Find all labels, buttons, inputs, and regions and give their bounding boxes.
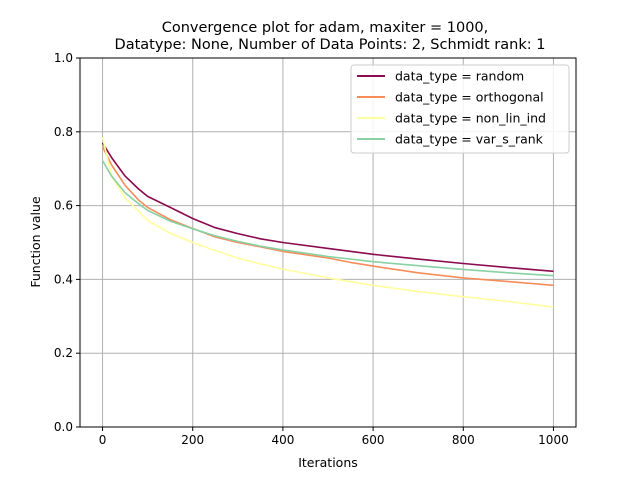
series-line-4 bbox=[101, 160, 554, 277]
legend: data_type = random data_type = orthogonal… bbox=[350, 64, 570, 154]
y-tick-label: 0.4 bbox=[54, 272, 73, 286]
series-line-2 bbox=[101, 146, 554, 287]
y-axis-ticks: 0.0 0.2 0.4 0.6 0.8 1.0 bbox=[54, 51, 80, 434]
x-tick-label: 600 bbox=[362, 433, 385, 447]
x-tick-label: 800 bbox=[452, 433, 475, 447]
y-tick-label: 0.0 bbox=[54, 420, 73, 434]
chart-title-line-1: Convergence plot for adam, maxiter = 100… bbox=[162, 20, 489, 36]
y-tick-label: 0.6 bbox=[54, 199, 73, 213]
series-lines bbox=[101, 137, 554, 308]
y-axis-label: Function value bbox=[28, 196, 43, 288]
x-tick-label: 200 bbox=[181, 433, 204, 447]
x-tick-label: 0 bbox=[99, 433, 107, 447]
legend-entry-label: data_type = non_lin_ind bbox=[395, 111, 546, 126]
y-tick-label: 0.2 bbox=[54, 346, 73, 360]
x-axis-label: Iterations bbox=[298, 455, 358, 470]
x-tick-label: 1000 bbox=[538, 433, 569, 447]
x-axis-ticks: 0 200 400 600 800 1000 bbox=[99, 427, 569, 447]
legend-entry-label: data_type = orthogonal bbox=[395, 90, 544, 105]
plot-area-frame bbox=[79, 57, 577, 428]
legend-box bbox=[350, 64, 570, 154]
x-tick-label: 400 bbox=[271, 433, 294, 447]
y-tick-label: 1.0 bbox=[54, 51, 73, 65]
legend-entry-label: data_type = var_s_rank bbox=[395, 132, 544, 147]
chart-title-line-2: Datatype: None, Number of Data Points: 2… bbox=[115, 37, 546, 53]
legend-entry-label: data_type = random bbox=[395, 69, 524, 84]
y-tick-label: 0.8 bbox=[54, 125, 73, 139]
series-line-3 bbox=[101, 137, 554, 308]
series-line-1 bbox=[101, 142, 554, 273]
